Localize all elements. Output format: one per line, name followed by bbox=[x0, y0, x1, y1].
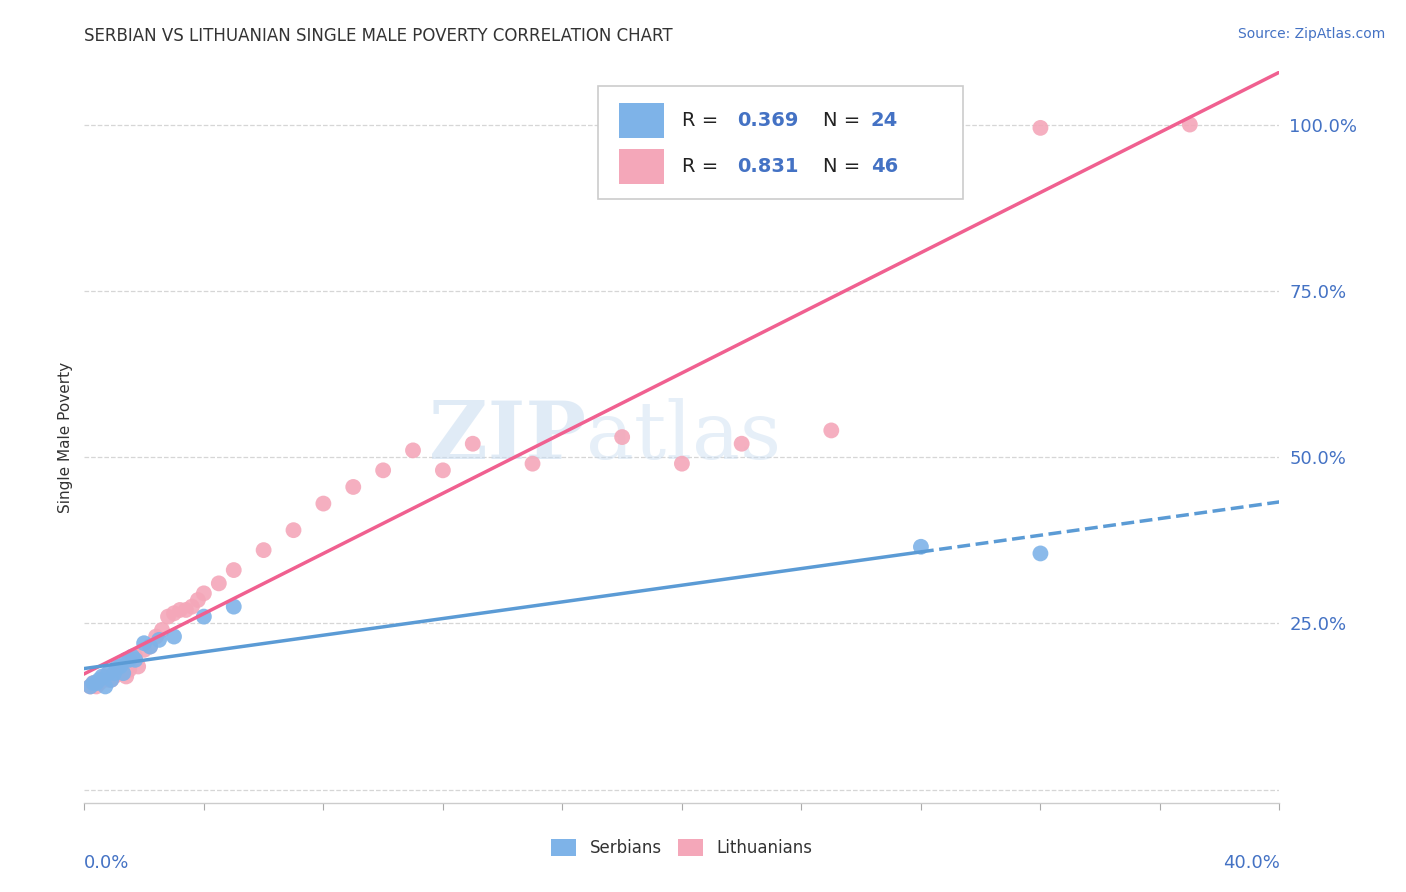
Point bbox=[432, 463, 454, 477]
Text: R =: R = bbox=[682, 157, 724, 176]
Point bbox=[132, 643, 156, 657]
Point bbox=[86, 680, 108, 694]
Y-axis label: Single Male Poverty: Single Male Poverty bbox=[58, 361, 73, 513]
Point bbox=[89, 676, 111, 690]
Text: 0.831: 0.831 bbox=[737, 157, 799, 176]
Point bbox=[112, 666, 135, 681]
Point bbox=[461, 436, 484, 450]
Point bbox=[105, 659, 128, 673]
Point bbox=[1029, 120, 1052, 135]
Point bbox=[124, 649, 146, 664]
Point bbox=[671, 457, 693, 471]
Point bbox=[169, 603, 191, 617]
Point bbox=[82, 676, 104, 690]
Point bbox=[121, 653, 143, 667]
Point bbox=[103, 669, 125, 683]
Point bbox=[612, 430, 634, 444]
Point bbox=[79, 680, 101, 694]
Point bbox=[283, 523, 305, 537]
Point bbox=[115, 669, 138, 683]
Point bbox=[373, 463, 395, 477]
Point bbox=[124, 653, 146, 667]
Text: Source: ZipAtlas.com: Source: ZipAtlas.com bbox=[1237, 27, 1385, 41]
Text: N =: N = bbox=[823, 111, 866, 130]
Point bbox=[163, 630, 186, 644]
Point bbox=[157, 609, 180, 624]
Point bbox=[97, 666, 120, 681]
Point bbox=[82, 676, 104, 690]
FancyBboxPatch shape bbox=[619, 103, 664, 138]
Point bbox=[253, 543, 276, 558]
Text: N =: N = bbox=[823, 157, 866, 176]
Point bbox=[139, 640, 162, 654]
Point bbox=[312, 497, 335, 511]
Text: SERBIAN VS LITHUANIAN SINGLE MALE POVERTY CORRELATION CHART: SERBIAN VS LITHUANIAN SINGLE MALE POVERT… bbox=[84, 27, 673, 45]
Text: R =: R = bbox=[682, 111, 724, 130]
Point bbox=[145, 630, 167, 644]
Point bbox=[112, 666, 135, 681]
Text: 46: 46 bbox=[870, 157, 898, 176]
FancyBboxPatch shape bbox=[599, 86, 963, 200]
Point bbox=[118, 653, 141, 667]
Point bbox=[731, 436, 754, 450]
Point bbox=[187, 593, 209, 607]
Point bbox=[342, 480, 364, 494]
Point bbox=[174, 603, 197, 617]
Point bbox=[105, 666, 128, 681]
Point bbox=[402, 443, 425, 458]
Point bbox=[132, 636, 156, 650]
Point bbox=[522, 457, 544, 471]
Text: atlas: atlas bbox=[586, 398, 782, 476]
Point bbox=[208, 576, 231, 591]
Point bbox=[94, 680, 117, 694]
Point bbox=[193, 586, 215, 600]
Point bbox=[222, 599, 245, 614]
Point bbox=[79, 680, 101, 694]
Text: 0.369: 0.369 bbox=[737, 111, 799, 130]
Point bbox=[139, 640, 162, 654]
Point bbox=[150, 623, 173, 637]
Point bbox=[121, 649, 143, 664]
FancyBboxPatch shape bbox=[619, 149, 664, 184]
Point bbox=[110, 666, 132, 681]
Legend: Serbians, Lithuanians: Serbians, Lithuanians bbox=[544, 832, 820, 864]
Point bbox=[103, 666, 125, 681]
Point bbox=[91, 673, 114, 687]
Point bbox=[193, 609, 215, 624]
Point bbox=[94, 669, 117, 683]
Text: 24: 24 bbox=[870, 111, 898, 130]
Point bbox=[1029, 546, 1052, 560]
Point bbox=[910, 144, 932, 158]
Point bbox=[222, 563, 245, 577]
Text: 0.0%: 0.0% bbox=[84, 854, 129, 872]
Point bbox=[148, 632, 170, 647]
Point bbox=[100, 673, 122, 687]
Point bbox=[910, 540, 932, 554]
Text: 40.0%: 40.0% bbox=[1223, 854, 1279, 872]
Point bbox=[110, 659, 132, 673]
Point bbox=[118, 663, 141, 677]
Point bbox=[91, 669, 114, 683]
Point bbox=[163, 607, 186, 621]
Point bbox=[100, 673, 122, 687]
Point bbox=[89, 673, 111, 687]
Text: ZIP: ZIP bbox=[429, 398, 586, 476]
Point bbox=[181, 599, 204, 614]
Point bbox=[127, 659, 149, 673]
Point bbox=[115, 653, 138, 667]
Point bbox=[86, 676, 108, 690]
Point bbox=[1178, 118, 1201, 132]
Point bbox=[820, 424, 842, 438]
Point bbox=[97, 673, 120, 687]
